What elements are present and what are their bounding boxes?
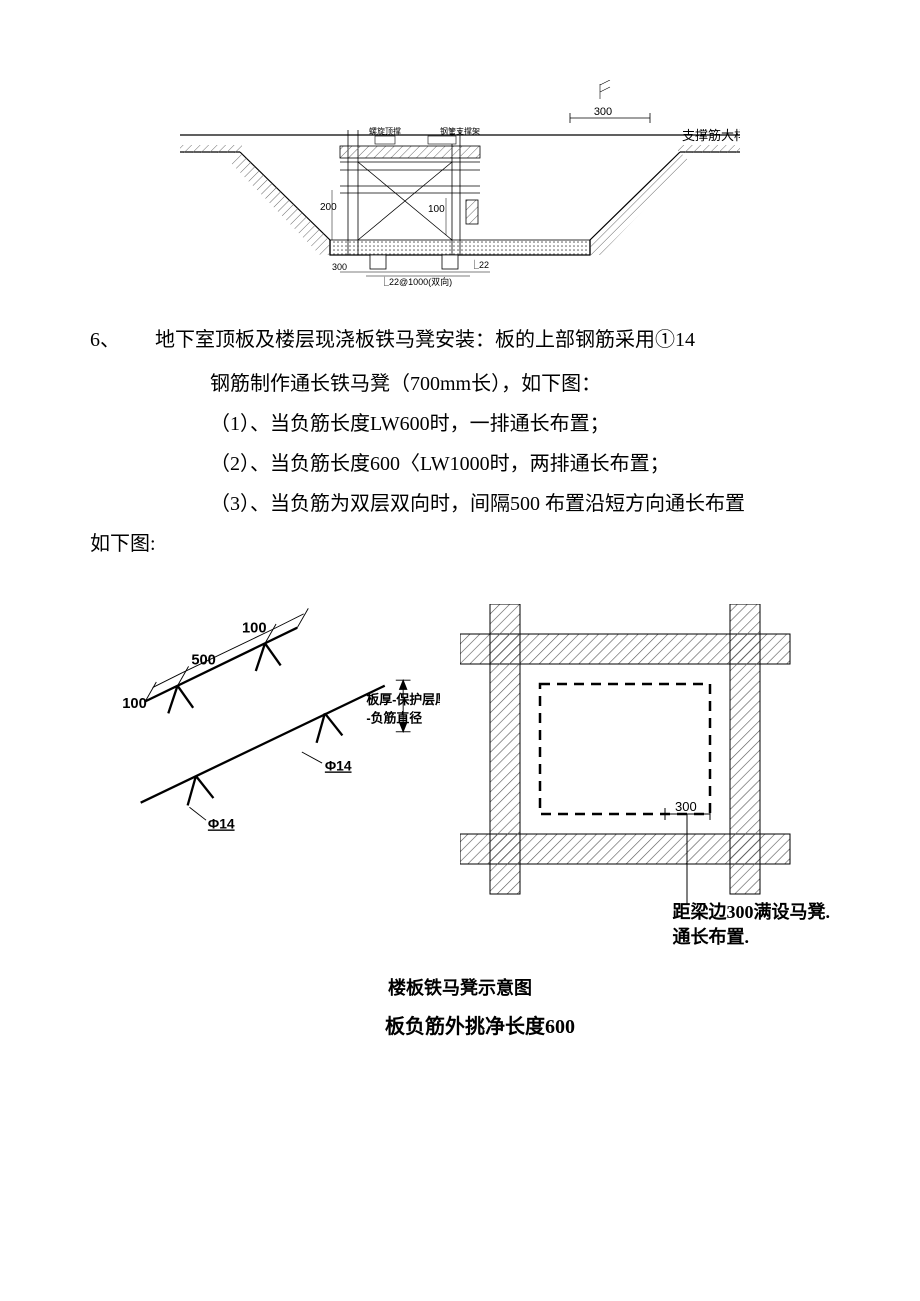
phi14-b: Φ14: [208, 815, 235, 831]
document-page: 300 支撑筋大样: [0, 0, 920, 1301]
phi14-a: Φ14: [325, 757, 352, 773]
plan-grid-diagram: 300: [460, 604, 830, 944]
mark-u22b: ⎿22@1000(双向): [380, 276, 452, 287]
item-6-sub1: （1）、当负筋长度LW600时，一排通长布置；: [90, 404, 830, 444]
label-screw-top: 螺旋顶撑: [369, 126, 401, 136]
item-6-sub2: （2）、当负筋长度600〈LW1000时，两排通长布置；: [90, 444, 830, 484]
plan-note: 距梁边300满设马凳. 通长布置.: [673, 900, 831, 950]
plan-note-line2: 通长布置.: [673, 925, 831, 950]
item-6: 6、 地下室顶板及楼层现浇板铁马凳安装：板的上部钢筋采用①14: [90, 320, 830, 360]
item-6-tail: 如下图:: [90, 524, 830, 564]
item-6-line2: 钢筋制作通长铁马凳（700mm长），如下图：: [90, 364, 830, 404]
dim-200: 200: [320, 202, 337, 213]
lower-diagrams-row: 100 500 100 板厚-保护层厚度 -负筋直径 Φ14 Φ14: [90, 604, 830, 944]
note-thickness-2: -负筋直径: [366, 710, 422, 725]
dim-300-bottom: 300: [332, 262, 347, 272]
dim-100a: 100: [242, 620, 267, 636]
dim-100: 100: [428, 204, 445, 215]
label-pipe-frame: 钢管支撑架: [440, 126, 480, 136]
stool-rebar-diagram: 100 500 100 板厚-保护层厚度 -负筋直径 Φ14 Φ14: [90, 604, 440, 854]
item-6-sub3: （3）、当负筋为双层双向时，间隔500 布置沿短方向通长布置: [90, 484, 830, 524]
dim-500: 500: [191, 653, 216, 669]
item-6-line1: 地下室顶板及楼层现浇板铁马凳安装：板的上部钢筋采用①14: [155, 320, 795, 360]
top-cross-section-diagram: 300 支撑筋大样: [180, 80, 740, 290]
dim-300-plan: 300: [675, 799, 697, 814]
dim-100b: 100: [122, 696, 147, 712]
mark-u22a: ⎿22: [470, 259, 489, 270]
plan-grid-wrapper: 300 距梁边300满设马凳. 通长布置.: [460, 604, 830, 944]
item-6-number: 6、: [90, 320, 150, 360]
caption-main: 楼板铁马凳示意图: [90, 974, 830, 1000]
plan-note-line1: 距梁边300满设马凳.: [673, 900, 831, 925]
caption-sub: 板负筋外挑净长度600: [90, 1010, 830, 1039]
note-thickness-1: 板厚-保护层厚度: [366, 692, 440, 707]
dim-300-top: 300: [594, 106, 612, 118]
figure-captions: 楼板铁马凳示意图 板负筋外挑净长度600: [90, 974, 830, 1039]
